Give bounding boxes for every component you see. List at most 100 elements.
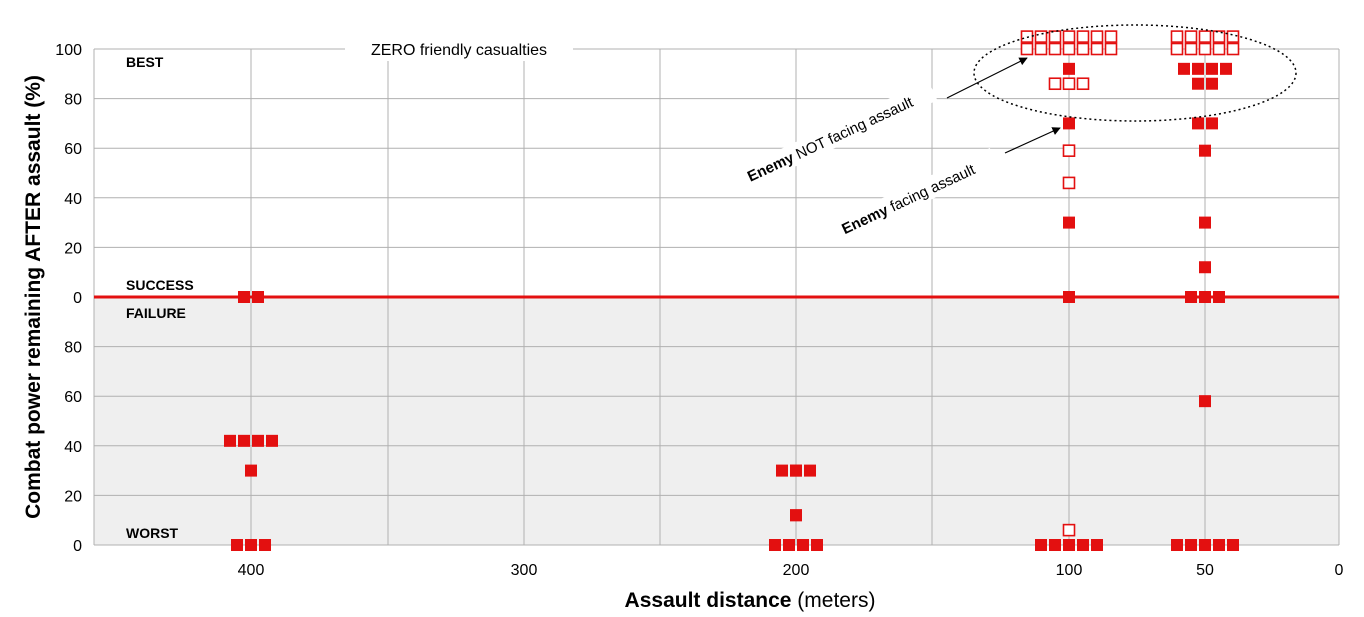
- open-marker: [1090, 42, 1104, 56]
- open-marker: [1104, 42, 1118, 56]
- y-tick-label: 20: [64, 240, 82, 257]
- open-marker: [1184, 42, 1198, 56]
- open-marker: [1090, 30, 1104, 43]
- top-note-background: [345, 37, 573, 61]
- open-marker: [1062, 176, 1076, 190]
- filled-marker: [804, 464, 816, 477]
- open-marker: [1076, 77, 1090, 91]
- filled-marker: [790, 464, 802, 477]
- open-marker: [1170, 42, 1184, 56]
- filled-marker: [1199, 261, 1211, 274]
- filled-marker: [266, 434, 278, 447]
- filled-marker: [1206, 62, 1218, 75]
- top-note: ZERO friendly casualties: [371, 42, 547, 59]
- x-tick-label: 400: [238, 562, 265, 579]
- filled-marker: [1213, 291, 1225, 303]
- x-tick-label: 300: [511, 562, 538, 579]
- zone-label-failure: FAILURE: [126, 305, 186, 321]
- open-marker: [1020, 30, 1034, 43]
- filled-marker: [238, 434, 250, 447]
- filled-marker: [224, 434, 236, 447]
- x-tick-label: 200: [783, 562, 810, 579]
- y-tick-label: 40: [64, 191, 82, 208]
- open-marker: [1104, 30, 1118, 43]
- x-tick-label: 0: [1335, 562, 1344, 579]
- annotation-not-facing-bg: [735, 80, 938, 190]
- x-axis-title: Assault distance (meters): [625, 589, 876, 612]
- filled-marker: [1199, 395, 1211, 408]
- open-marker: [1048, 30, 1062, 43]
- filled-marker: [1220, 62, 1232, 75]
- x-tick-labels: 400 300 200 100 50 0: [238, 562, 1344, 579]
- filled-marker: [811, 539, 823, 551]
- open-marker: [1226, 42, 1240, 56]
- open-marker: [1170, 30, 1184, 43]
- open-marker: [1212, 30, 1226, 43]
- filled-marker: [1192, 77, 1204, 90]
- open-marker: [1062, 77, 1076, 91]
- y-tick-label: 80: [64, 340, 82, 357]
- open-marker: [1198, 30, 1212, 43]
- filled-marker: [1063, 216, 1075, 229]
- open-marker: [1226, 30, 1240, 43]
- filled-marker: [1199, 539, 1211, 551]
- filled-marker: [259, 539, 271, 551]
- open-marker: [1076, 30, 1090, 43]
- x-tick-label: 100: [1056, 562, 1083, 579]
- filled-marker: [238, 291, 250, 303]
- annotation-facing-bg: [830, 147, 1000, 243]
- open-marker: [1048, 77, 1062, 91]
- filled-marker: [1192, 62, 1204, 75]
- filled-marker: [1199, 291, 1211, 303]
- filled-marker: [1206, 77, 1218, 90]
- filled-marker: [769, 539, 781, 551]
- zone-label-best: BEST: [126, 54, 164, 70]
- open-marker: [1062, 523, 1076, 537]
- open-marker: [1034, 30, 1048, 43]
- filled-marker: [1049, 539, 1061, 551]
- y-tick-label: 0: [73, 538, 82, 555]
- y-tick-label: 100: [55, 42, 82, 59]
- filled-marker: [252, 291, 264, 303]
- y-tick-labels: 100 80 60 40 20 0 80 60 40 20 0: [55, 42, 82, 555]
- open-marker: [1076, 42, 1090, 56]
- zone-label-success: SUCCESS: [126, 277, 194, 293]
- filled-marker: [245, 539, 257, 551]
- filled-marker: [1063, 291, 1075, 303]
- filled-marker: [1199, 144, 1211, 157]
- annotation-facing: Enemy facing assault: [839, 161, 978, 238]
- y-tick-label: 80: [64, 92, 82, 109]
- filled-marker: [252, 434, 264, 447]
- filled-marker: [1063, 117, 1075, 130]
- filled-marker: [231, 539, 243, 551]
- filled-marker: [797, 539, 809, 551]
- filled-marker: [790, 509, 802, 522]
- filled-marker: [1199, 216, 1211, 229]
- filled-marker: [1178, 62, 1190, 75]
- filled-marker: [783, 539, 795, 551]
- filled-marker: [1063, 539, 1075, 551]
- filled-marker: [1206, 117, 1218, 130]
- open-marker: [1034, 42, 1048, 56]
- filled-marker: [1091, 539, 1103, 551]
- y-axis-title: Combat power remaining AFTER assault (%): [22, 75, 45, 519]
- filled-marker: [1227, 539, 1239, 551]
- failure-zone-shading: [94, 297, 1339, 545]
- filled-marker: [1063, 62, 1075, 75]
- y-tick-label: 40: [64, 439, 82, 456]
- data-markers: [224, 30, 1240, 551]
- y-tick-label: 20: [64, 488, 82, 505]
- open-marker: [1048, 42, 1062, 56]
- filled-marker: [1035, 539, 1047, 551]
- filled-marker: [1192, 117, 1204, 130]
- open-marker: [1184, 30, 1198, 43]
- annotation-not-facing: Enemy NOT facing assault: [745, 93, 917, 185]
- open-marker: [1062, 30, 1076, 43]
- filled-marker: [1213, 539, 1225, 551]
- filled-marker: [776, 464, 788, 477]
- filled-marker: [1185, 291, 1197, 303]
- open-marker: [1212, 42, 1226, 56]
- open-marker: [1062, 42, 1076, 56]
- y-tick-label: 60: [64, 389, 82, 406]
- open-marker: [1020, 42, 1034, 56]
